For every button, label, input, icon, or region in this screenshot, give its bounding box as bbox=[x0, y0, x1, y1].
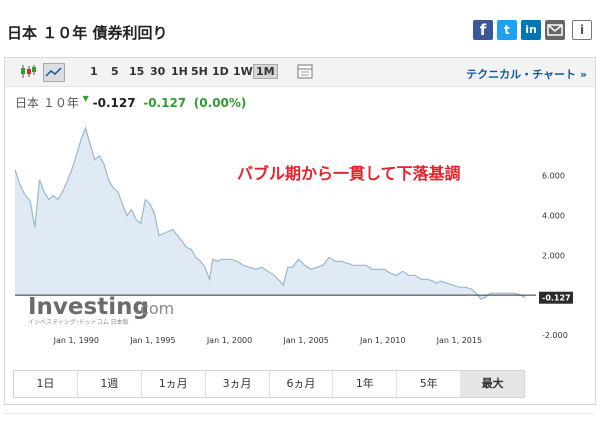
bottom-divider bbox=[4, 413, 594, 414]
range-max[interactable]: 最大 bbox=[461, 371, 524, 397]
y-tick-label: 2.000 bbox=[542, 251, 565, 260]
watermark: Investing .com インベスティング･ドットコム 日本版 bbox=[28, 294, 174, 326]
line-chart-icon[interactable] bbox=[43, 63, 65, 82]
mail-icon[interactable] bbox=[545, 20, 565, 40]
change-value: -0.127 bbox=[143, 96, 187, 110]
candlestick-icon[interactable] bbox=[19, 63, 37, 80]
linkedin-icon[interactable]: in bbox=[521, 20, 541, 40]
quote-line: 日本 １０年 ▼ -0.127 -0.127 (0.00%) bbox=[15, 94, 246, 111]
chart-panel: 1 5 15 30 1H 5H 1D 1W 1M テクニカル・チャート » 日本… bbox=[4, 57, 596, 405]
x-tick-label: Jan 1, 2005 bbox=[282, 336, 328, 345]
yield-chart[interactable]: -2.000 2.000 4.000 6.000 -0.127 Jan 1, 1990 Ja… bbox=[5, 58, 595, 363]
timeframe-1w[interactable]: 1W bbox=[233, 65, 253, 78]
timeframe-30[interactable]: 30 bbox=[150, 65, 166, 78]
range-selector: 1日 1週 1ヵ月 3ヵ月 6ヵ月 1年 5年 最大 bbox=[13, 370, 525, 398]
annotation-text: バブル期から一貫して下落基調 bbox=[237, 164, 461, 183]
timeframe-1d[interactable]: 1D bbox=[212, 65, 229, 78]
watermark-suffix: .com bbox=[135, 299, 174, 318]
timeframe-5[interactable]: 5 bbox=[111, 65, 119, 78]
chart-toolbar: 1 5 15 30 1H 5H 1D 1W 1M テクニカル・チャート » bbox=[5, 58, 595, 87]
technical-chart-link[interactable]: テクニカル・チャート » bbox=[466, 68, 587, 81]
series-area bbox=[15, 127, 526, 300]
twitter-icon[interactable]: t bbox=[497, 20, 517, 40]
page-title: 日本 １０年 債券利回り bbox=[7, 24, 168, 42]
last-value: -0.127 bbox=[92, 96, 136, 110]
instrument-name: 日本 １０年 bbox=[15, 96, 79, 110]
range-3m[interactable]: 3ヵ月 bbox=[206, 371, 270, 397]
range-1w[interactable]: 1週 bbox=[78, 371, 142, 397]
x-tick-label: Jan 1, 2010 bbox=[359, 336, 405, 345]
timeframe-1h[interactable]: 1H bbox=[171, 65, 188, 78]
y-tick-label: -2.000 bbox=[542, 331, 568, 340]
last-value-badge bbox=[539, 291, 573, 304]
series-line bbox=[14, 126, 526, 300]
watermark-brand: Investing bbox=[28, 294, 149, 320]
range-1d[interactable]: 1日 bbox=[14, 371, 78, 397]
watermark-sub: インベスティング･ドットコム 日本版 bbox=[28, 318, 129, 326]
x-tick-label: Jan 1, 1995 bbox=[129, 336, 175, 345]
info-icon[interactable]: i bbox=[572, 20, 592, 40]
last-value-badge-label: -0.127 bbox=[542, 294, 571, 303]
range-1y[interactable]: 1年 bbox=[333, 371, 398, 397]
y-tick-label: 4.000 bbox=[542, 212, 565, 221]
range-1m[interactable]: 1ヵ月 bbox=[142, 371, 206, 397]
change-percent: (0.00%) bbox=[193, 96, 247, 110]
range-5y[interactable]: 5年 bbox=[397, 371, 462, 397]
x-tick-label: Jan 1, 2000 bbox=[206, 336, 252, 345]
timeframe-15[interactable]: 15 bbox=[129, 65, 145, 78]
timeframe-5h[interactable]: 5H bbox=[191, 65, 208, 78]
up-arrow-icon: ▼ bbox=[82, 94, 89, 103]
facebook-icon[interactable]: f bbox=[473, 20, 493, 40]
settings-panel-icon[interactable] bbox=[296, 63, 314, 80]
timeframe-1m[interactable]: 1M bbox=[253, 64, 278, 79]
x-tick-label: Jan 1, 1990 bbox=[53, 336, 99, 345]
range-6m[interactable]: 6ヵ月 bbox=[270, 371, 334, 397]
y-tick-label: 6.000 bbox=[542, 172, 565, 181]
x-tick-label: Jan 1, 2015 bbox=[436, 336, 482, 345]
timeframe-1[interactable]: 1 bbox=[90, 65, 98, 78]
